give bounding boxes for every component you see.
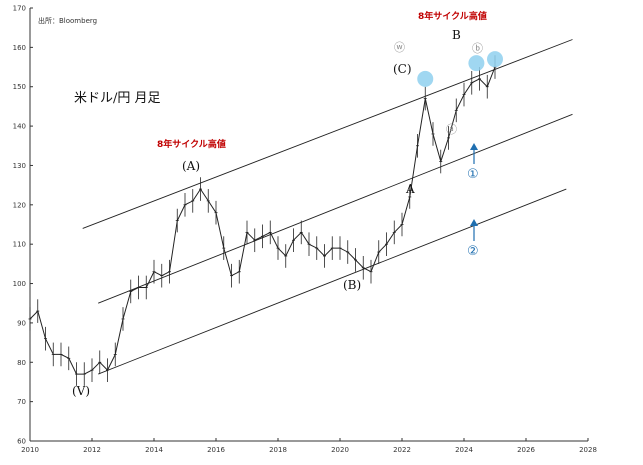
channel-line-2 <box>98 113 573 304</box>
wave-C-paren-label: (C) <box>393 62 412 76</box>
channel-lines <box>82 39 573 375</box>
cycle-high-right-label: 8年サイクル高値 <box>418 10 487 22</box>
x-tick-label: 2018 <box>269 446 287 454</box>
y-tick-label: 110 <box>13 241 26 249</box>
highlight-marker-2 <box>468 55 485 72</box>
channel-line-1 <box>82 39 573 229</box>
circle-1-label: ① <box>467 167 479 182</box>
circle-a-label: ⓐ <box>446 123 457 136</box>
x-tick-label: 2014 <box>145 446 163 454</box>
x-tick-label: 2026 <box>517 446 535 454</box>
wave-V-label: (V) <box>72 384 90 398</box>
y-tick-label: 150 <box>13 83 26 91</box>
y-tick-label: 60 <box>17 438 26 446</box>
wave-A-label: A <box>405 182 415 196</box>
wave-B-paren-label: (B) <box>343 278 361 292</box>
x-tick-label: 2022 <box>393 446 411 454</box>
x-tick-label: 2010 <box>21 446 39 454</box>
y-tick-label: 90 <box>17 319 26 327</box>
circle-w-label: ⓦ <box>394 41 405 54</box>
price-line <box>29 66 496 375</box>
y-axis: 60 70 80 90 100 110 120 130 140 150 160 170 <box>13 5 33 446</box>
x-axis: 2010 2012 2014 2016 2018 2020 2022 2024 2026 2028 <box>21 438 597 454</box>
x-tick-label: 2016 <box>207 446 225 454</box>
price-series <box>28 55 497 386</box>
x-tick-label: 2024 <box>455 446 473 454</box>
channel-line-3 <box>98 188 567 375</box>
circle-b-label: ⓑ <box>472 42 483 55</box>
highlight-marker-1 <box>417 70 434 87</box>
y-tick-label: 70 <box>17 398 26 406</box>
chart-title: 米ドル/円 月足 <box>74 91 161 106</box>
cycle-high-left-label: 8年サイクル高値 <box>157 138 226 150</box>
highlight-markers <box>417 51 503 87</box>
x-tick-label: 2012 <box>83 446 101 454</box>
source-label: 出所：Bloomberg <box>38 16 97 25</box>
wave-B-label: B <box>452 28 461 42</box>
y-tick-label: 160 <box>13 44 26 52</box>
y-tick-label: 120 <box>13 201 26 209</box>
y-tick-label: 130 <box>13 162 26 170</box>
circle-2-label: ② <box>467 244 479 259</box>
x-tick-label: 2020 <box>331 446 349 454</box>
wave-A-paren-label: (A) <box>182 159 200 173</box>
y-tick-label: 80 <box>17 359 26 367</box>
y-tick-label: 140 <box>13 123 26 131</box>
y-tick-label: 100 <box>13 280 26 288</box>
y-tick-label: 170 <box>13 5 26 13</box>
arrow-1-icon <box>470 143 478 164</box>
highlight-marker-3 <box>487 51 503 68</box>
arrow-2-icon <box>470 219 478 241</box>
x-tick-label: 2028 <box>579 446 597 454</box>
